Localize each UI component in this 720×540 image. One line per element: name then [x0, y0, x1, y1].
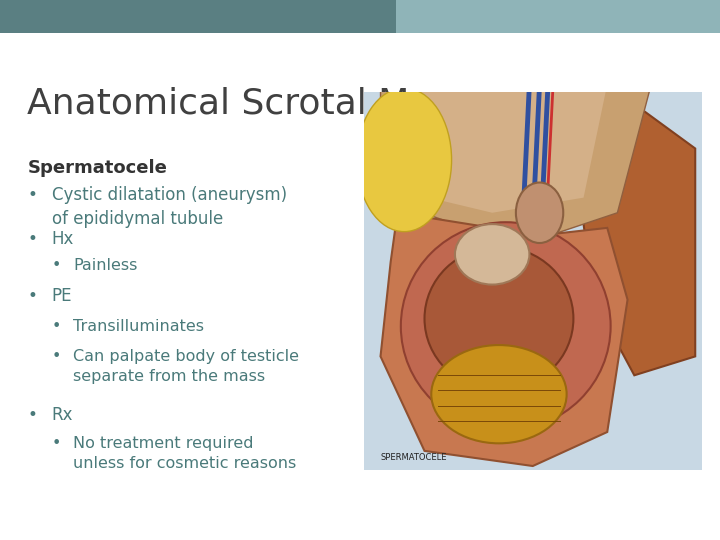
Text: •: •	[52, 436, 61, 451]
Text: No treatment required
unless for cosmetic reasons: No treatment required unless for cosmeti…	[73, 436, 297, 470]
Text: •: •	[52, 258, 61, 273]
FancyArrowPatch shape	[523, 87, 529, 221]
Text: Hx: Hx	[52, 230, 74, 247]
Polygon shape	[381, 213, 628, 466]
Polygon shape	[391, 84, 607, 213]
Text: •: •	[52, 349, 61, 364]
Ellipse shape	[401, 222, 611, 430]
Text: Can palpate body of testicle
separate from the mass: Can palpate body of testicle separate fr…	[73, 349, 300, 384]
Bar	[396, 33, 720, 43]
Ellipse shape	[455, 224, 529, 285]
Text: •: •	[27, 230, 37, 247]
Polygon shape	[583, 84, 696, 375]
Text: PE: PE	[52, 287, 72, 305]
Text: •: •	[52, 319, 61, 334]
Ellipse shape	[357, 88, 451, 232]
Text: •: •	[27, 186, 37, 204]
Bar	[396, 0, 720, 33]
Bar	[0, 0, 720, 33]
Text: Spermatocele: Spermatocele	[27, 159, 167, 177]
FancyArrowPatch shape	[533, 87, 539, 221]
Text: Rx: Rx	[52, 406, 73, 424]
Text: Transilluminates: Transilluminates	[73, 319, 204, 334]
FancyArrowPatch shape	[546, 87, 553, 218]
Text: •: •	[27, 287, 37, 305]
Ellipse shape	[516, 183, 563, 243]
Polygon shape	[381, 84, 652, 235]
Text: Cystic dilatation (aneurysm)
of epididymal tubule: Cystic dilatation (aneurysm) of epididym…	[52, 186, 287, 228]
Text: SPERMATOCELE: SPERMATOCELE	[381, 453, 447, 462]
Ellipse shape	[425, 247, 573, 390]
FancyArrowPatch shape	[541, 87, 548, 221]
Text: Painless: Painless	[73, 258, 138, 273]
Ellipse shape	[431, 345, 567, 443]
Text: Anatomical Scrotal Mass: Anatomical Scrotal Mass	[27, 86, 469, 120]
Text: •: •	[27, 406, 37, 424]
